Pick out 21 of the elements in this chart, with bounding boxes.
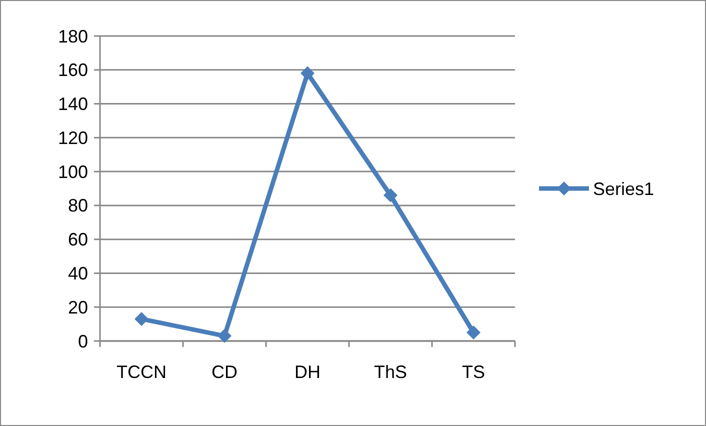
y-tick-label: 60 (68, 230, 88, 250)
x-tick-label: DH (294, 362, 320, 382)
point (384, 188, 398, 202)
point (300, 66, 314, 80)
y-tick-label: 80 (68, 196, 88, 216)
point (134, 312, 148, 326)
x-tick-label: TCCN (116, 362, 166, 382)
y-tick-label: 180 (58, 26, 88, 46)
point (218, 328, 232, 343)
y-tick-label: 160 (58, 60, 88, 80)
point (466, 326, 480, 340)
y-tick-label: 100 (58, 162, 88, 182)
y-tick-label: 140 (58, 94, 88, 114)
x-tick-label: TS (462, 362, 486, 382)
legend-label: Series1 (593, 178, 654, 199)
y-tick-label: 20 (68, 297, 88, 318)
y-tick-label: 120 (58, 128, 88, 148)
x-tick-label: ThS (374, 362, 408, 382)
x-tick-label: CD (212, 362, 238, 382)
y-tick-label: 40 (68, 264, 88, 284)
y-tick-label: 0 (78, 331, 88, 352)
